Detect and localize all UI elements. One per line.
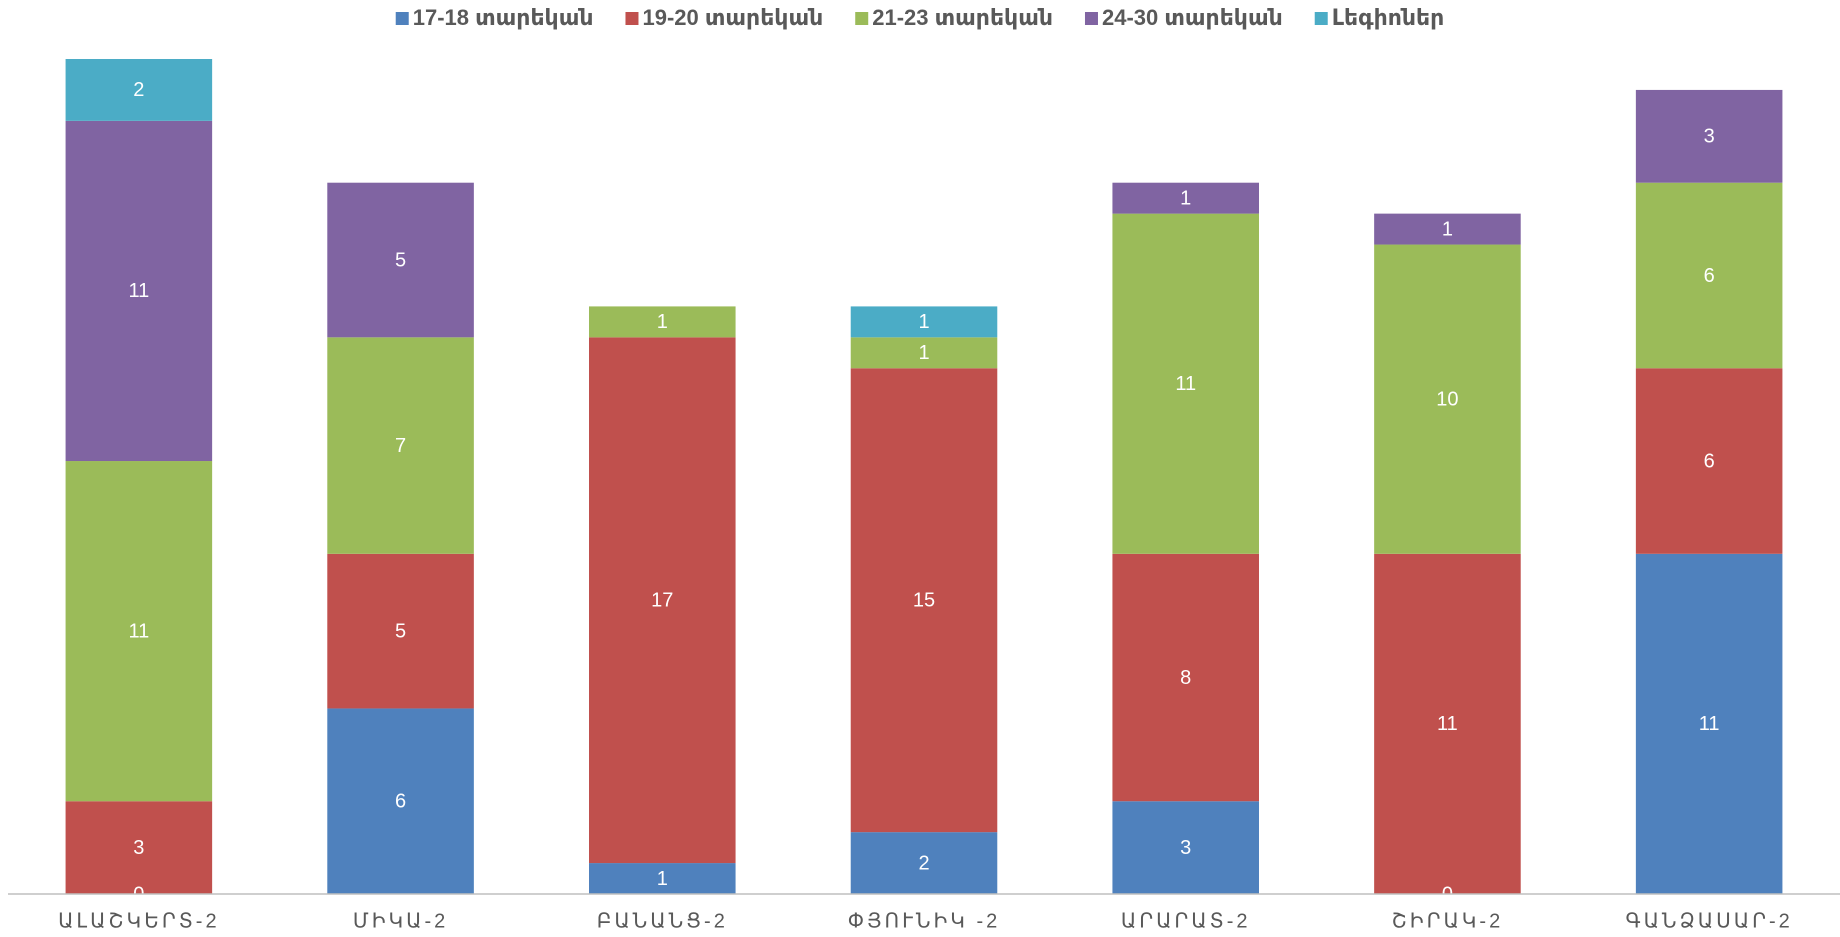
bar-segment <box>1112 801 1259 894</box>
data-label: 1 <box>657 868 668 890</box>
x-tick-label: ՄԻԿԱ-2 <box>353 910 448 932</box>
x-tick-label: ՇԻՐԱԿ-2 <box>1392 910 1504 932</box>
legend: 17-18 տարեկան 19-20 տարեկան 21-23 տարեկան 2… <box>395 5 1445 30</box>
data-label: 17 <box>651 589 673 611</box>
bar-segment <box>327 182 474 338</box>
data-label: 11 <box>1175 373 1196 395</box>
bar-segment <box>850 832 998 894</box>
legend-swatch <box>395 12 409 25</box>
x-tick-label: ԳԱՆՁԱՍԱՐ-2 <box>1626 910 1793 932</box>
data-label: 6 <box>1704 265 1715 287</box>
x-tick-label: ԱՐԱՐԱՏ-2 <box>1121 910 1251 932</box>
data-label: 1 <box>918 311 929 333</box>
data-label: 0 <box>133 883 144 905</box>
data-label: 1 <box>918 342 929 364</box>
data-label: 6 <box>395 791 406 813</box>
bar-segment <box>1635 368 1783 554</box>
data-label: 1 <box>1180 187 1191 209</box>
bar-segment <box>65 801 213 894</box>
bar-segment <box>850 306 998 338</box>
bars <box>65 59 1783 894</box>
bar-segment <box>589 306 736 338</box>
bar-segment <box>65 461 213 802</box>
bar-segment <box>850 337 998 369</box>
data-label: 3 <box>1704 126 1715 148</box>
data-label: 2 <box>918 852 929 874</box>
bar-segment <box>1635 182 1783 369</box>
bar-segment <box>65 59 213 121</box>
bar-segment <box>1374 553 1521 894</box>
bar-segment <box>327 553 474 709</box>
legend-swatch <box>625 12 639 25</box>
data-label: 15 <box>913 589 935 611</box>
legend-label: 19-20 տարեկան <box>642 5 823 30</box>
data-label: 11 <box>128 280 149 302</box>
x-tick-label: ԱԼԱՇԿԵՐՏ-2 <box>58 910 220 932</box>
data-label: 8 <box>1180 667 1191 689</box>
data-label: 11 <box>1437 713 1458 735</box>
bar-segment <box>327 337 474 554</box>
bar-segment <box>1112 213 1259 554</box>
data-label: 5 <box>395 620 406 642</box>
legend-swatch <box>1084 12 1098 25</box>
data-label: 5 <box>395 249 406 271</box>
data-label: 1 <box>1442 218 1453 240</box>
bar-segment <box>1635 553 1783 894</box>
legend-swatch <box>1314 12 1328 25</box>
bar-segment <box>327 708 474 894</box>
bar-segment <box>1374 213 1521 245</box>
bar-segment <box>1112 182 1259 214</box>
legend-label: 24-30 տարեկան <box>1102 5 1283 30</box>
data-label: 7 <box>395 435 406 457</box>
bar-segment <box>850 368 998 833</box>
data-label: 3 <box>1180 837 1191 859</box>
data-label: 1 <box>657 311 668 333</box>
data-label: 11 <box>1699 713 1720 735</box>
legend-label: Լեգիոներ <box>1332 5 1445 30</box>
legend-swatch <box>855 12 869 25</box>
bar-segment <box>589 863 736 894</box>
bar-segment <box>1635 89 1783 183</box>
x-tick-label: ՓՅՈՒՆԻԿ -2 <box>848 910 1001 932</box>
bar-segment <box>1112 553 1259 802</box>
bar-segment <box>1374 244 1521 554</box>
bar-segment <box>65 120 213 462</box>
data-label: 3 <box>133 837 144 859</box>
legend-label: 17-18 տարեկան <box>413 5 594 30</box>
data-label: 11 <box>128 620 149 642</box>
x-tick-label: ԲԱՆԱՆՑ-2 <box>597 910 728 932</box>
bar-segment <box>589 337 736 864</box>
legend-label: 21-23 տարեկան <box>872 5 1053 30</box>
data-label: 6 <box>1704 450 1715 472</box>
data-label: 10 <box>1436 388 1458 410</box>
data-label: 2 <box>133 79 144 101</box>
data-label: 0 <box>1442 883 1453 905</box>
